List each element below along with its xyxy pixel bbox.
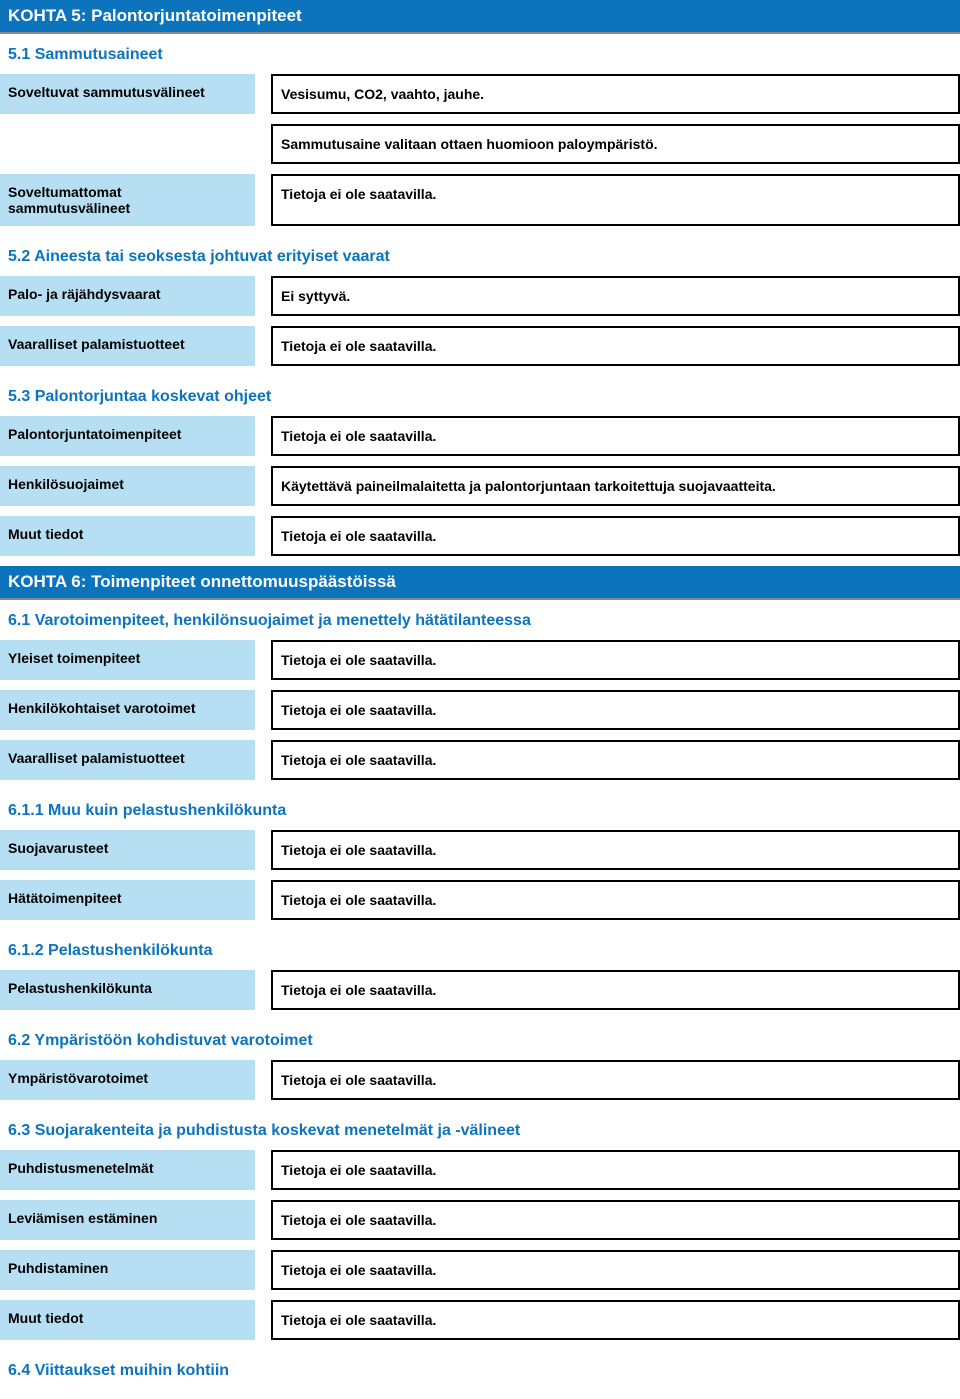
- row-5-1-1: Soveltuvat sammutusvälineet Vesisumu, CO…: [0, 74, 960, 114]
- row-6-3-1: Puhdistusmenetelmät Tietoja ei ole saata…: [0, 1150, 960, 1190]
- value-soveltuvat-sammutusvalineet: Vesisumu, CO2, vaahto, jauhe.: [271, 74, 960, 114]
- section-5-header: KOHTA 5: Palontorjuntatoimenpiteet: [0, 0, 960, 34]
- label-muut-tiedot-6: Muut tiedot: [0, 1300, 255, 1340]
- row-5-1-2: Soveltumattomat sammutusvälineet Tietoja…: [0, 174, 960, 226]
- subheading-6-2: 6.2 Ympäristöön kohdistuvat varotoimet: [0, 1020, 960, 1060]
- value-henkilokohtaiset-varotoimet: Tietoja ei ole saatavilla.: [271, 690, 960, 730]
- value-muut-tiedot-6: Tietoja ei ole saatavilla.: [271, 1300, 960, 1340]
- subheading-6-1-2: 6.1.2 Pelastushenkilökunta: [0, 930, 960, 970]
- subheading-5-3: 5.3 Palontorjuntaa koskevat ohjeet: [0, 376, 960, 416]
- row-6-3-3: Puhdistaminen Tietoja ei ole saatavilla.: [0, 1250, 960, 1290]
- row-5-2-2: Vaaralliset palamistuotteet Tietoja ei o…: [0, 326, 960, 366]
- value-ymparistovarotoimet: Tietoja ei ole saatavilla.: [271, 1060, 960, 1100]
- value-vaaralliset-palamistuotteet: Tietoja ei ole saatavilla.: [271, 326, 960, 366]
- label-soveltuvat-sammutusvalineet: Soveltuvat sammutusvälineet: [0, 74, 255, 114]
- row-6-1-2: Henkilökohtaiset varotoimet Tietoja ei o…: [0, 690, 960, 730]
- value-suojavarusteet: Tietoja ei ole saatavilla.: [271, 830, 960, 870]
- value-puhdistaminen: Tietoja ei ole saatavilla.: [271, 1250, 960, 1290]
- label-palontorjuntatoimenpiteet: Palontorjuntatoimenpiteet: [0, 416, 255, 456]
- row-5-2-1: Palo- ja räjähdysvaarat Ei syttyvä.: [0, 276, 960, 316]
- value-palo-rajahdys: Ei syttyvä.: [271, 276, 960, 316]
- value-sammutusaine-valitaan: Sammutusaine valitaan ottaen huomioon pa…: [271, 124, 960, 164]
- value-soveltumattomat: Tietoja ei ole saatavilla.: [271, 174, 960, 226]
- row-5-3-2: Henkilösuojaimet Käytettävä paineilmalai…: [0, 466, 960, 506]
- label-puhdistusmenetelmat: Puhdistusmenetelmät: [0, 1150, 255, 1190]
- subheading-5-1: 5.1 Sammutusaineet: [0, 34, 960, 74]
- value-hatatoimenpiteet: Tietoja ei ole saatavilla.: [271, 880, 960, 920]
- row-6-1-3: Vaaralliset palamistuotteet Tietoja ei o…: [0, 740, 960, 780]
- value-pelastushenkilokunta: Tietoja ei ole saatavilla.: [271, 970, 960, 1010]
- value-yleiset-toimenpiteet: Tietoja ei ole saatavilla.: [271, 640, 960, 680]
- subheading-6-1: 6.1 Varotoimenpiteet, henkilönsuojaimet …: [0, 600, 960, 640]
- label-pelastushenkilokunta: Pelastushenkilökunta: [0, 970, 255, 1010]
- row-6-1-1: Yleiset toimenpiteet Tietoja ei ole saat…: [0, 640, 960, 680]
- value-muut-tiedot-5: Tietoja ei ole saatavilla.: [271, 516, 960, 556]
- row-6-2-1: Ympäristövarotoimet Tietoja ei ole saata…: [0, 1060, 960, 1100]
- label-vaaralliset-palamistuotteet: Vaaralliset palamistuotteet: [0, 326, 255, 366]
- label-muut-tiedot-5: Muut tiedot: [0, 516, 255, 556]
- label-henkilosuojaimet: Henkilösuojaimet: [0, 466, 255, 506]
- label-hatatoimenpiteet: Hätätoimenpiteet: [0, 880, 255, 920]
- row-6-3-4: Muut tiedot Tietoja ei ole saatavilla.: [0, 1300, 960, 1340]
- subheading-6-4: 6.4 Viittaukset muihin kohtiin: [0, 1350, 960, 1390]
- row-6-1-1-1: Suojavarusteet Tietoja ei ole saatavilla…: [0, 830, 960, 870]
- label-empty: [0, 124, 255, 164]
- label-vaaralliset-palamistuotteet-6: Vaaralliset palamistuotteet: [0, 740, 255, 780]
- label-soveltumattomat: Soveltumattomat sammutusvälineet: [0, 174, 255, 226]
- subheading-6-1-1: 6.1.1 Muu kuin pelastushenkilökunta: [0, 790, 960, 830]
- subheading-5-2: 5.2 Aineesta tai seoksesta johtuvat erit…: [0, 236, 960, 276]
- label-suojavarusteet: Suojavarusteet: [0, 830, 255, 870]
- row-5-1-extra: Sammutusaine valitaan ottaen huomioon pa…: [0, 124, 960, 164]
- value-puhdistusmenetelmat: Tietoja ei ole saatavilla.: [271, 1150, 960, 1190]
- row-5-3-3: Muut tiedot Tietoja ei ole saatavilla.: [0, 516, 960, 556]
- value-vaaralliset-palamistuotteet-6: Tietoja ei ole saatavilla.: [271, 740, 960, 780]
- row-6-1-2-1: Pelastushenkilökunta Tietoja ei ole saat…: [0, 970, 960, 1010]
- label-henkilokohtaiset-varotoimet: Henkilökohtaiset varotoimet: [0, 690, 255, 730]
- row-6-3-2: Leviämisen estäminen Tietoja ei ole saat…: [0, 1200, 960, 1240]
- label-leviamisen-estaminen: Leviämisen estäminen: [0, 1200, 255, 1240]
- value-henkilosuojaimet: Käytettävä paineilmalaitetta ja palontor…: [271, 466, 960, 506]
- row-6-1-1-2: Hätätoimenpiteet Tietoja ei ole saatavil…: [0, 880, 960, 920]
- section-6-header: KOHTA 6: Toimenpiteet onnettomuuspäästöi…: [0, 566, 960, 600]
- label-ymparistovarotoimet: Ympäristövarotoimet: [0, 1060, 255, 1100]
- value-leviamisen-estaminen: Tietoja ei ole saatavilla.: [271, 1200, 960, 1240]
- label-palo-rajahdys: Palo- ja räjähdysvaarat: [0, 276, 255, 316]
- label-puhdistaminen: Puhdistaminen: [0, 1250, 255, 1290]
- label-yleiset-toimenpiteet: Yleiset toimenpiteet: [0, 640, 255, 680]
- row-5-3-1: Palontorjuntatoimenpiteet Tietoja ei ole…: [0, 416, 960, 456]
- subheading-6-3: 6.3 Suojarakenteita ja puhdistusta koske…: [0, 1110, 960, 1150]
- value-palontorjuntatoimenpiteet: Tietoja ei ole saatavilla.: [271, 416, 960, 456]
